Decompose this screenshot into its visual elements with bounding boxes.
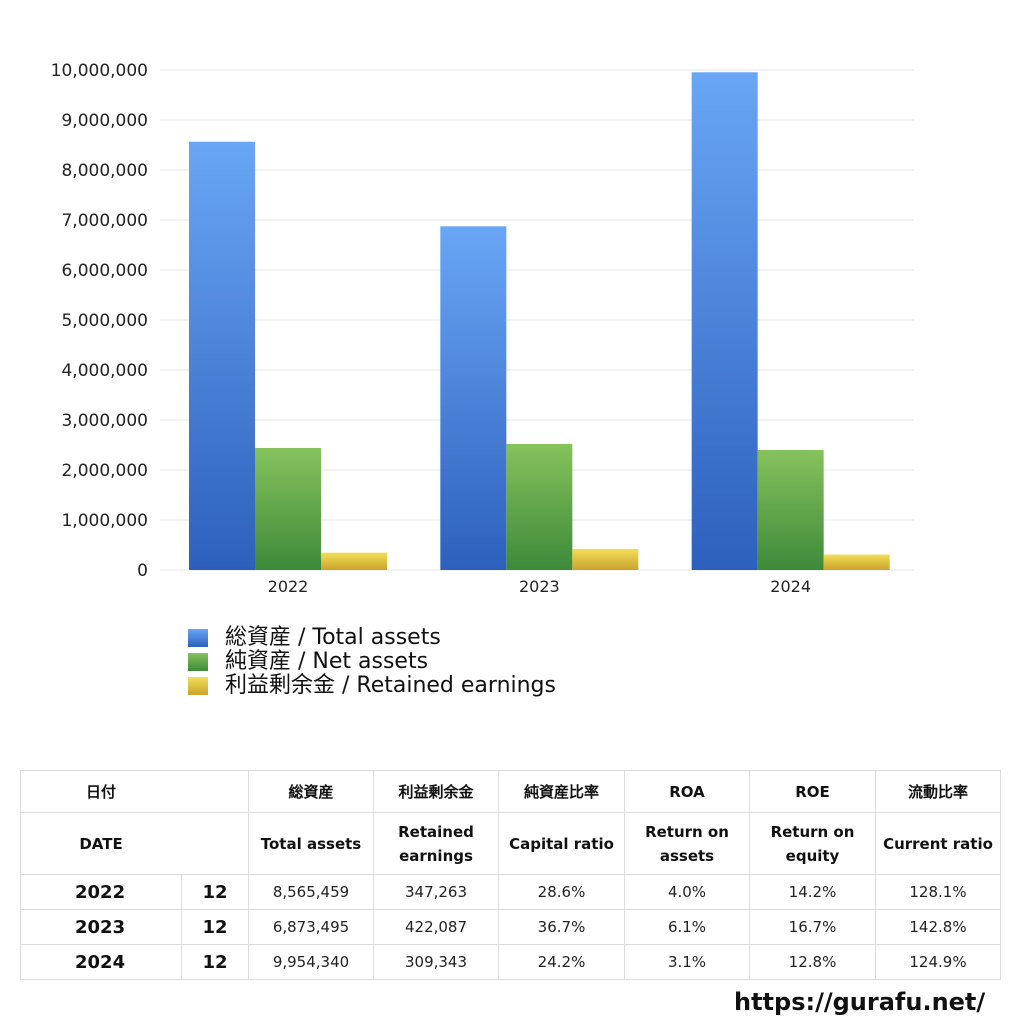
row-year: 2022 xyxy=(20,874,182,910)
header-line: equity xyxy=(785,846,840,865)
header-date-jp: 日付 xyxy=(20,770,182,813)
header-total-assets-en: Total assets xyxy=(248,812,374,875)
bar-total-assets-2023 xyxy=(440,226,507,570)
cell-retained: 422,087 xyxy=(373,909,499,945)
y-tick-label: 7,000,000 xyxy=(61,211,148,231)
legend-swatch-retained-earnings xyxy=(188,677,208,695)
header-line: Return on xyxy=(645,822,729,841)
bar-net-assets-2024 xyxy=(757,450,824,570)
legend-label: 利益剰余金 / Retained earnings xyxy=(225,673,556,698)
header-line: assets xyxy=(659,846,715,865)
cell-roe: 12.8% xyxy=(749,944,876,980)
cell-retained: 309,343 xyxy=(373,944,499,980)
y-tick-label: 4,000,000 xyxy=(61,361,148,381)
legend-item-total-assets: 総資産 / Total assets xyxy=(188,626,556,650)
bar-net-assets-2022 xyxy=(255,448,321,570)
header-roe-en: Return on equity xyxy=(749,812,876,875)
header-capital-ratio-en: Capital ratio xyxy=(498,812,625,875)
cell-roe: 16.7% xyxy=(749,909,876,945)
legend-label: 総資産 / Total assets xyxy=(225,625,441,650)
header-line: Retained xyxy=(398,822,474,841)
header-retained-jp: 利益剰余金 xyxy=(373,770,499,813)
header-date-en: DATE xyxy=(20,812,182,875)
row-month: 12 xyxy=(181,874,249,910)
header-row-japanese: 日付 総資産 利益剰余金 純資産比率 ROA ROE 流動比率 xyxy=(20,770,1001,813)
cell-current-ratio: 128.1% xyxy=(875,874,1001,910)
y-tick-label: 3,000,000 xyxy=(61,411,148,431)
cell-current-ratio: 142.8% xyxy=(875,909,1001,945)
legend-swatch-net-assets xyxy=(188,653,208,671)
y-axis: 0 1,000,000 2,000,000 3,000,000 4,000,000 5,0… xyxy=(51,61,148,581)
cell-roa: 6.1% xyxy=(624,909,750,945)
y-tick-label: 5,000,000 xyxy=(61,311,148,331)
header-current-ratio-jp: 流動比率 xyxy=(875,770,1001,813)
x-tick-label: 2023 xyxy=(519,577,560,596)
y-tick-label: 2,000,000 xyxy=(61,461,148,481)
cell-capital-ratio: 36.7% xyxy=(498,909,625,945)
header-capital-ratio-jp: 純資産比率 xyxy=(498,770,625,813)
y-tick-label: 9,000,000 xyxy=(61,111,148,131)
y-tick-label: 8,000,000 xyxy=(61,161,148,181)
cell-total-assets: 8,565,459 xyxy=(248,874,374,910)
x-tick-label: 2024 xyxy=(770,577,811,596)
bars xyxy=(189,72,890,571)
bar-net-assets-2023 xyxy=(506,444,573,570)
chart-svg: 0 1,000,000 2,000,000 3,000,000 4,000,000 5,0… xyxy=(51,61,914,596)
y-tick-label: 6,000,000 xyxy=(61,261,148,281)
cell-roe: 14.2% xyxy=(749,874,876,910)
financial-table: 日付 総資産 利益剰余金 純資産比率 ROA ROE 流動比率 DATE Tot… xyxy=(20,770,1001,980)
bar-retained-earnings-2024 xyxy=(823,554,890,570)
legend-item-net-assets: 純資産 / Net assets xyxy=(188,650,556,674)
bar-total-assets-2024 xyxy=(691,72,758,571)
legend-label: 純資産 / Net assets xyxy=(225,649,429,674)
site-url[interactable]: https://gurafu.net/ xyxy=(734,988,986,1016)
header-row-english: DATE Total assets Retained earnings Capit… xyxy=(20,812,1001,875)
bar-retained-earnings-2023 xyxy=(572,548,639,570)
y-tick-label: 1,000,000 xyxy=(61,511,148,531)
row-year: 2024 xyxy=(20,944,182,980)
header-roe-jp: ROE xyxy=(749,770,876,813)
header-spacer xyxy=(181,812,249,875)
header-total-assets-jp: 総資産 xyxy=(248,770,374,813)
bar-total-assets-2022 xyxy=(189,141,255,570)
row-month: 12 xyxy=(181,909,249,945)
row-month: 12 xyxy=(181,944,249,980)
cell-capital-ratio: 24.2% xyxy=(498,944,625,980)
table-row: 2023 12 6,873,495 422,087 36.7% 6.1% 16.… xyxy=(20,909,1001,945)
x-axis: 2022 2023 2024 xyxy=(268,577,811,596)
bar-chart: 0 1,000,000 2,000,000 3,000,000 4,000,000 5,0… xyxy=(51,61,914,596)
cell-total-assets: 9,954,340 xyxy=(248,944,374,980)
legend: 総資産 / Total assets 純資産 / Net assets 利益剰余… xyxy=(188,626,556,698)
header-spacer xyxy=(181,770,249,813)
header-retained-en: Retained earnings xyxy=(373,812,499,875)
bar-retained-earnings-2022 xyxy=(321,552,387,570)
header-line: Return on xyxy=(770,822,855,841)
table-row: 2024 12 9,954,340 309,343 24.2% 3.1% 12.… xyxy=(20,944,1001,980)
y-tick-label: 0 xyxy=(137,561,148,581)
cell-roa: 4.0% xyxy=(624,874,750,910)
legend-item-retained-earnings: 利益剰余金 / Retained earnings xyxy=(188,674,556,698)
header-line: earnings xyxy=(399,846,473,865)
header-roa-en: Return on assets xyxy=(624,812,750,875)
legend-swatch-total-assets xyxy=(188,629,208,647)
row-year: 2023 xyxy=(20,909,182,945)
cell-capital-ratio: 28.6% xyxy=(498,874,625,910)
header-current-ratio-en: Current ratio xyxy=(875,812,1001,875)
cell-current-ratio: 124.9% xyxy=(875,944,1001,980)
y-tick-label: 10,000,000 xyxy=(51,61,148,81)
table-row: 2022 12 8,565,459 347,263 28.6% 4.0% 14.… xyxy=(20,874,1001,910)
cell-total-assets: 6,873,495 xyxy=(248,909,374,945)
cell-retained: 347,263 xyxy=(373,874,499,910)
header-roa-jp: ROA xyxy=(624,770,750,813)
cell-roa: 3.1% xyxy=(624,944,750,980)
x-tick-label: 2022 xyxy=(268,577,309,596)
